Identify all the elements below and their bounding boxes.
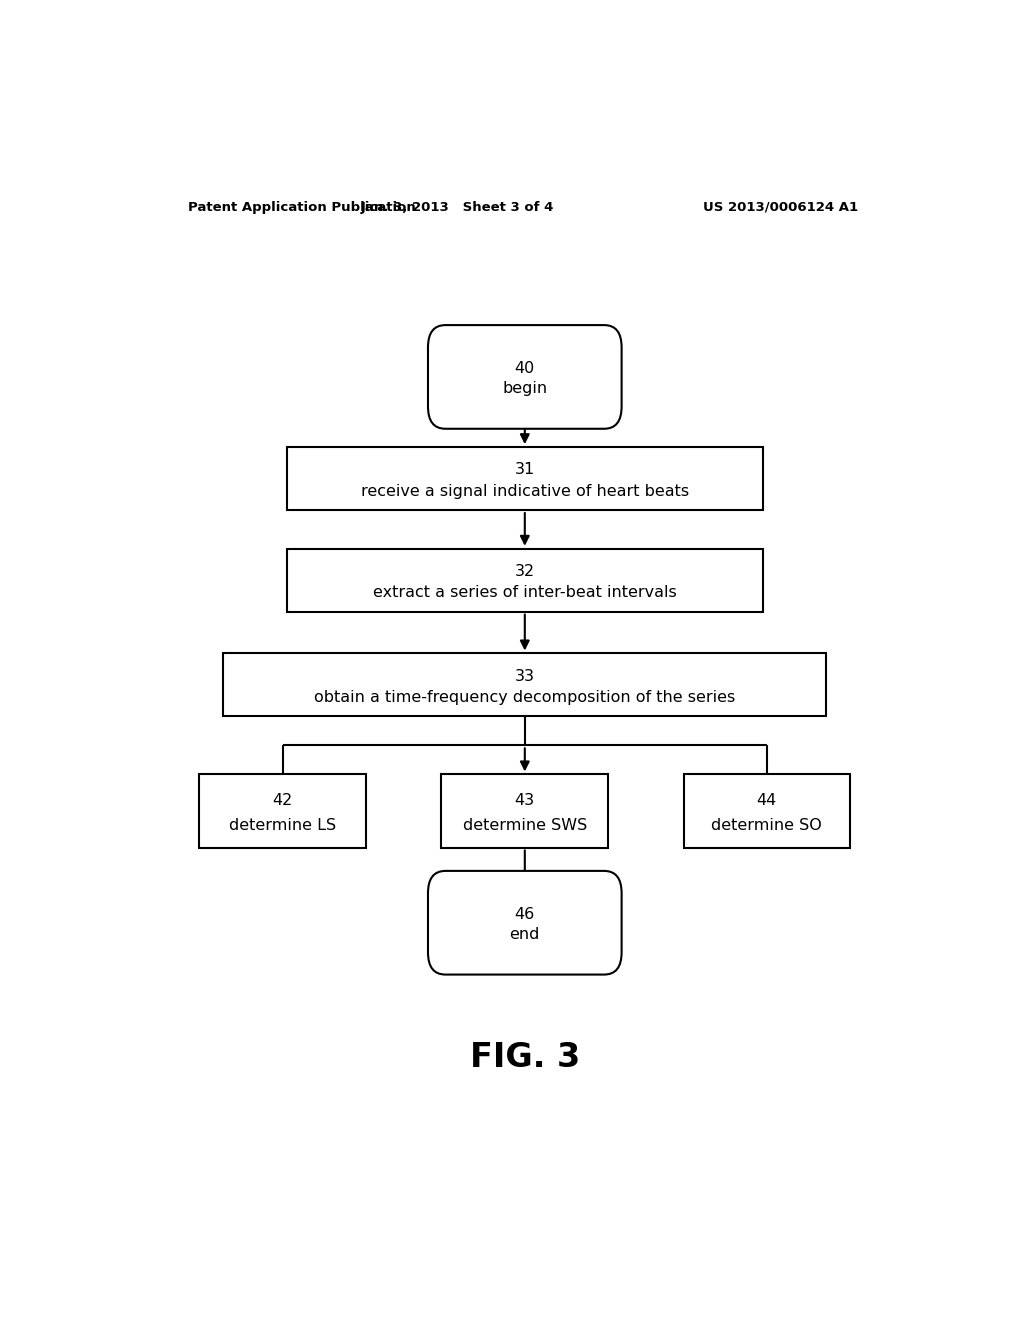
Text: 42: 42 xyxy=(272,793,293,808)
Text: end: end xyxy=(510,927,540,942)
Text: 31: 31 xyxy=(515,462,535,478)
Bar xyxy=(441,775,608,847)
Text: 32: 32 xyxy=(515,564,535,579)
Text: 40: 40 xyxy=(515,362,535,376)
Text: determine SWS: determine SWS xyxy=(463,818,587,833)
Text: 44: 44 xyxy=(757,793,777,808)
Bar xyxy=(200,775,367,847)
FancyBboxPatch shape xyxy=(428,871,622,974)
Text: 43: 43 xyxy=(515,793,535,808)
Text: FIG. 3: FIG. 3 xyxy=(470,1041,580,1074)
Text: Jan. 3, 2013   Sheet 3 of 4: Jan. 3, 2013 Sheet 3 of 4 xyxy=(360,201,554,214)
Text: extract a series of inter-beat intervals: extract a series of inter-beat intervals xyxy=(373,585,677,601)
Text: 46: 46 xyxy=(515,907,535,921)
Bar xyxy=(684,775,850,847)
Text: begin: begin xyxy=(502,381,548,396)
Text: 33: 33 xyxy=(515,668,535,684)
Bar xyxy=(287,447,763,510)
Text: determine SO: determine SO xyxy=(712,818,822,833)
Text: US 2013/0006124 A1: US 2013/0006124 A1 xyxy=(703,201,858,214)
Text: obtain a time-frequency decomposition of the series: obtain a time-frequency decomposition of… xyxy=(314,690,735,705)
FancyBboxPatch shape xyxy=(428,325,622,429)
Text: determine LS: determine LS xyxy=(229,818,336,833)
Bar xyxy=(223,653,826,717)
Text: receive a signal indicative of heart beats: receive a signal indicative of heart bea… xyxy=(360,483,689,499)
Bar xyxy=(287,549,763,611)
Text: Patent Application Publication: Patent Application Publication xyxy=(187,201,416,214)
